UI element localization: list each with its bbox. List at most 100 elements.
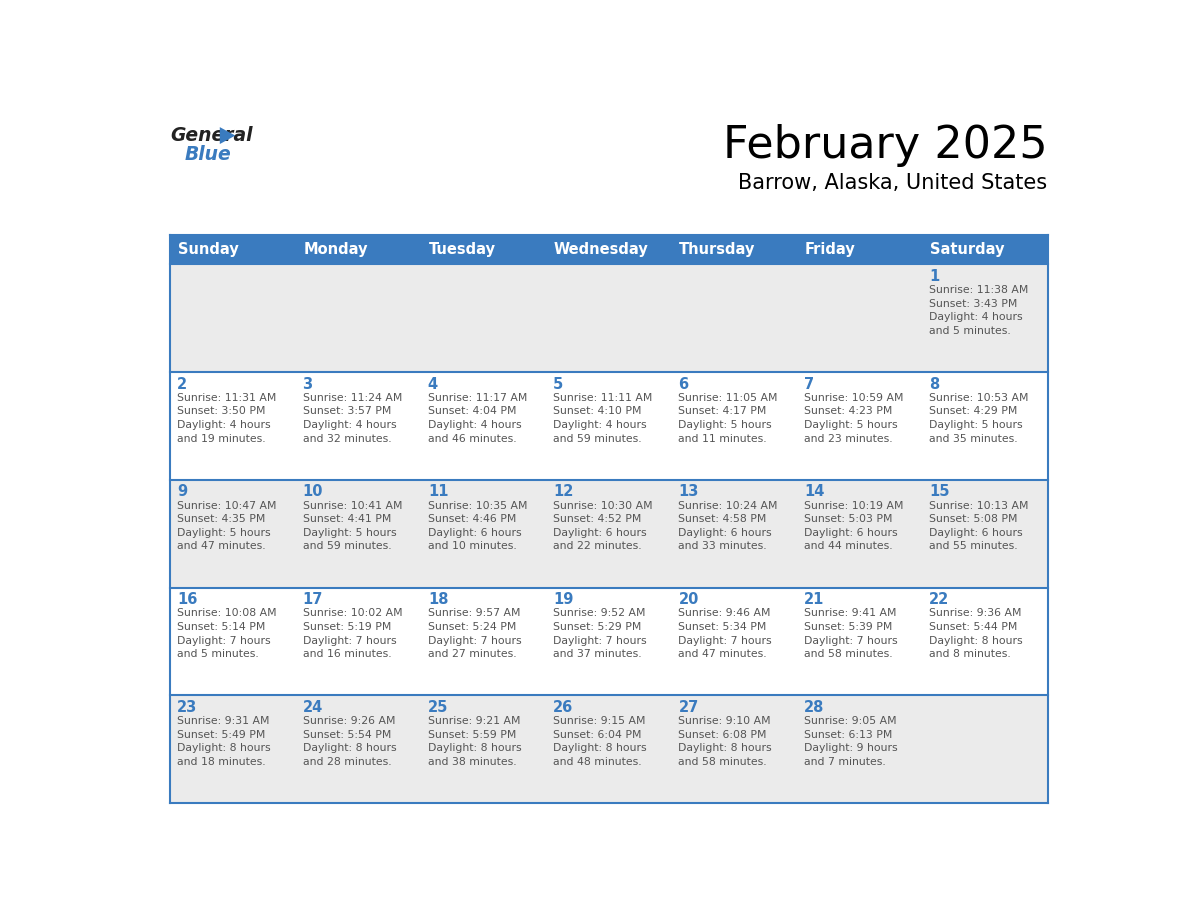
Text: 6: 6 — [678, 376, 689, 392]
Text: 21: 21 — [804, 592, 824, 607]
Text: 2: 2 — [177, 376, 188, 392]
Text: 7: 7 — [804, 376, 814, 392]
Bar — [421, 480, 546, 588]
Bar — [296, 235, 421, 264]
Bar — [170, 588, 296, 695]
Bar — [671, 264, 797, 372]
Text: Sunrise: 9:41 AM
Sunset: 5:39 PM
Daylight: 7 hours
and 58 minutes.: Sunrise: 9:41 AM Sunset: 5:39 PM Dayligh… — [804, 609, 897, 659]
Text: Barrow, Alaska, United States: Barrow, Alaska, United States — [739, 174, 1048, 194]
Bar — [421, 264, 546, 372]
Text: Sunrise: 9:46 AM
Sunset: 5:34 PM
Daylight: 7 hours
and 47 minutes.: Sunrise: 9:46 AM Sunset: 5:34 PM Dayligh… — [678, 609, 772, 659]
Text: Sunrise: 9:31 AM
Sunset: 5:49 PM
Daylight: 8 hours
and 18 minutes.: Sunrise: 9:31 AM Sunset: 5:49 PM Dayligh… — [177, 716, 271, 767]
Text: 17: 17 — [303, 592, 323, 607]
Text: 12: 12 — [554, 485, 574, 499]
Bar — [671, 695, 797, 803]
Bar — [671, 480, 797, 588]
Text: 27: 27 — [678, 700, 699, 715]
Text: Sunrise: 10:02 AM
Sunset: 5:19 PM
Daylight: 7 hours
and 16 minutes.: Sunrise: 10:02 AM Sunset: 5:19 PM Daylig… — [303, 609, 402, 659]
Text: 3: 3 — [303, 376, 312, 392]
Bar — [671, 235, 797, 264]
Bar — [170, 235, 296, 264]
Text: Sunrise: 9:21 AM
Sunset: 5:59 PM
Daylight: 8 hours
and 38 minutes.: Sunrise: 9:21 AM Sunset: 5:59 PM Dayligh… — [428, 716, 522, 767]
Text: Sunrise: 10:35 AM
Sunset: 4:46 PM
Daylight: 6 hours
and 10 minutes.: Sunrise: 10:35 AM Sunset: 4:46 PM Daylig… — [428, 500, 527, 552]
Text: 13: 13 — [678, 485, 699, 499]
Bar — [671, 588, 797, 695]
Bar — [170, 372, 296, 480]
Text: 23: 23 — [177, 700, 197, 715]
Bar — [170, 264, 296, 372]
Bar — [546, 695, 671, 803]
Bar — [546, 480, 671, 588]
Bar — [296, 588, 421, 695]
Text: Wednesday: Wednesday — [554, 242, 649, 257]
Bar — [922, 264, 1048, 372]
Text: Sunrise: 10:59 AM
Sunset: 4:23 PM
Daylight: 5 hours
and 23 minutes.: Sunrise: 10:59 AM Sunset: 4:23 PM Daylig… — [804, 393, 903, 443]
Bar — [296, 264, 421, 372]
Text: 14: 14 — [804, 485, 824, 499]
Text: 24: 24 — [303, 700, 323, 715]
Text: 19: 19 — [554, 592, 574, 607]
Bar — [170, 480, 296, 588]
Text: Saturday: Saturday — [930, 242, 1004, 257]
Text: 20: 20 — [678, 592, 699, 607]
Bar — [296, 695, 421, 803]
Text: 18: 18 — [428, 592, 448, 607]
Bar — [421, 235, 546, 264]
Text: Sunrise: 9:26 AM
Sunset: 5:54 PM
Daylight: 8 hours
and 28 minutes.: Sunrise: 9:26 AM Sunset: 5:54 PM Dayligh… — [303, 716, 396, 767]
Text: Sunrise: 10:47 AM
Sunset: 4:35 PM
Daylight: 5 hours
and 47 minutes.: Sunrise: 10:47 AM Sunset: 4:35 PM Daylig… — [177, 500, 277, 552]
Text: 28: 28 — [804, 700, 824, 715]
Text: Blue: Blue — [184, 145, 230, 163]
Text: Sunrise: 10:19 AM
Sunset: 5:03 PM
Daylight: 6 hours
and 44 minutes.: Sunrise: 10:19 AM Sunset: 5:03 PM Daylig… — [804, 500, 903, 552]
Bar — [421, 588, 546, 695]
Text: 22: 22 — [929, 592, 949, 607]
Text: Sunday: Sunday — [178, 242, 239, 257]
Text: Sunrise: 10:24 AM
Sunset: 4:58 PM
Daylight: 6 hours
and 33 minutes.: Sunrise: 10:24 AM Sunset: 4:58 PM Daylig… — [678, 500, 778, 552]
Bar — [671, 372, 797, 480]
Text: 15: 15 — [929, 485, 949, 499]
Text: Thursday: Thursday — [680, 242, 756, 257]
Bar — [922, 695, 1048, 803]
Text: Tuesday: Tuesday — [429, 242, 495, 257]
Text: Sunrise: 11:05 AM
Sunset: 4:17 PM
Daylight: 5 hours
and 11 minutes.: Sunrise: 11:05 AM Sunset: 4:17 PM Daylig… — [678, 393, 778, 443]
Bar — [922, 235, 1048, 264]
Text: 5: 5 — [554, 376, 563, 392]
Text: Sunrise: 9:36 AM
Sunset: 5:44 PM
Daylight: 8 hours
and 8 minutes.: Sunrise: 9:36 AM Sunset: 5:44 PM Dayligh… — [929, 609, 1023, 659]
Text: 25: 25 — [428, 700, 448, 715]
Text: 11: 11 — [428, 485, 448, 499]
Text: Sunrise: 9:10 AM
Sunset: 6:08 PM
Daylight: 8 hours
and 58 minutes.: Sunrise: 9:10 AM Sunset: 6:08 PM Dayligh… — [678, 716, 772, 767]
Bar — [797, 235, 922, 264]
Text: Sunrise: 10:30 AM
Sunset: 4:52 PM
Daylight: 6 hours
and 22 minutes.: Sunrise: 10:30 AM Sunset: 4:52 PM Daylig… — [554, 500, 652, 552]
Text: Sunrise: 9:52 AM
Sunset: 5:29 PM
Daylight: 7 hours
and 37 minutes.: Sunrise: 9:52 AM Sunset: 5:29 PM Dayligh… — [554, 609, 646, 659]
Text: February 2025: February 2025 — [722, 124, 1048, 167]
Text: 9: 9 — [177, 485, 188, 499]
Bar — [546, 372, 671, 480]
Bar — [797, 372, 922, 480]
Text: Sunrise: 11:11 AM
Sunset: 4:10 PM
Daylight: 4 hours
and 59 minutes.: Sunrise: 11:11 AM Sunset: 4:10 PM Daylig… — [554, 393, 652, 443]
Bar — [797, 264, 922, 372]
Text: Sunrise: 10:53 AM
Sunset: 4:29 PM
Daylight: 5 hours
and 35 minutes.: Sunrise: 10:53 AM Sunset: 4:29 PM Daylig… — [929, 393, 1029, 443]
Bar — [797, 695, 922, 803]
Bar — [546, 235, 671, 264]
Bar — [546, 264, 671, 372]
Text: Sunrise: 11:38 AM
Sunset: 3:43 PM
Daylight: 4 hours
and 5 minutes.: Sunrise: 11:38 AM Sunset: 3:43 PM Daylig… — [929, 285, 1029, 336]
Bar — [797, 480, 922, 588]
Bar — [421, 372, 546, 480]
Text: 4: 4 — [428, 376, 438, 392]
Text: Sunrise: 10:41 AM
Sunset: 4:41 PM
Daylight: 5 hours
and 59 minutes.: Sunrise: 10:41 AM Sunset: 4:41 PM Daylig… — [303, 500, 402, 552]
Polygon shape — [220, 127, 235, 144]
Text: Monday: Monday — [303, 242, 368, 257]
Bar — [170, 695, 296, 803]
Text: 16: 16 — [177, 592, 197, 607]
Bar — [797, 588, 922, 695]
Text: Sunrise: 9:57 AM
Sunset: 5:24 PM
Daylight: 7 hours
and 27 minutes.: Sunrise: 9:57 AM Sunset: 5:24 PM Dayligh… — [428, 609, 522, 659]
Text: Sunrise: 9:05 AM
Sunset: 6:13 PM
Daylight: 9 hours
and 7 minutes.: Sunrise: 9:05 AM Sunset: 6:13 PM Dayligh… — [804, 716, 897, 767]
Text: Sunrise: 11:31 AM
Sunset: 3:50 PM
Daylight: 4 hours
and 19 minutes.: Sunrise: 11:31 AM Sunset: 3:50 PM Daylig… — [177, 393, 277, 443]
Text: Sunrise: 10:08 AM
Sunset: 5:14 PM
Daylight: 7 hours
and 5 minutes.: Sunrise: 10:08 AM Sunset: 5:14 PM Daylig… — [177, 609, 277, 659]
Text: 10: 10 — [303, 485, 323, 499]
Text: 1: 1 — [929, 269, 940, 284]
Bar — [922, 588, 1048, 695]
Bar — [296, 480, 421, 588]
Text: 26: 26 — [554, 700, 574, 715]
Text: General: General — [170, 126, 253, 144]
Text: 8: 8 — [929, 376, 940, 392]
